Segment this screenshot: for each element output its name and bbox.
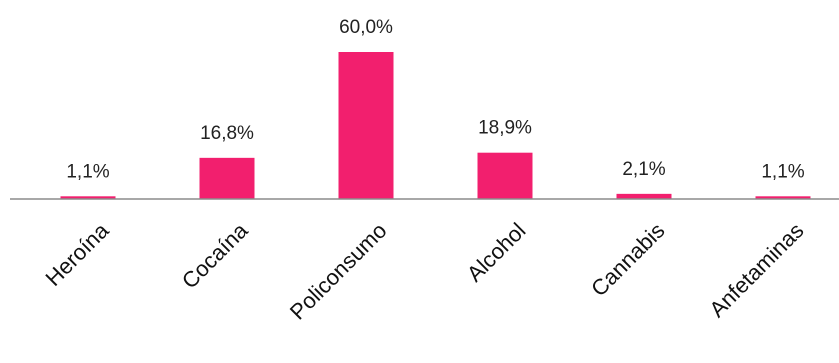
category-labels-group: Heroína Cocaína Policonsumo Alcohol Cannabis… <box>41 217 809 324</box>
value-labels-group: 1,1% 16,8% 60,0% 18,9% 2,1% 1,1% <box>66 17 804 182</box>
bars-group <box>60 52 811 199</box>
bar-policonsumo <box>338 52 394 199</box>
category-label-alcohol: Alcohol <box>462 218 531 287</box>
category-label-anfetaminas: Anfetaminas <box>704 218 808 322</box>
category-label-cocaina: Cocaína <box>177 217 253 293</box>
bar-alcohol <box>477 152 533 199</box>
bar-heroina <box>60 196 116 199</box>
bar-cocaina <box>199 157 255 199</box>
bar-anfetaminas <box>755 196 811 199</box>
category-label-policonsumo: Policonsumo <box>285 218 392 325</box>
value-label-anfetaminas: 1,1% <box>761 161 804 182</box>
value-label-alcohol: 18,9% <box>478 118 532 139</box>
category-label-heroina: Heroína <box>41 217 115 291</box>
bar-cannabis <box>616 193 672 199</box>
category-label-cannabis: Cannabis <box>586 218 669 301</box>
value-label-policonsumo: 60,0% <box>339 17 393 38</box>
value-label-cannabis: 2,1% <box>622 159 665 180</box>
value-label-heroina: 1,1% <box>66 161 109 182</box>
value-label-cocaina: 16,8% <box>200 123 254 144</box>
